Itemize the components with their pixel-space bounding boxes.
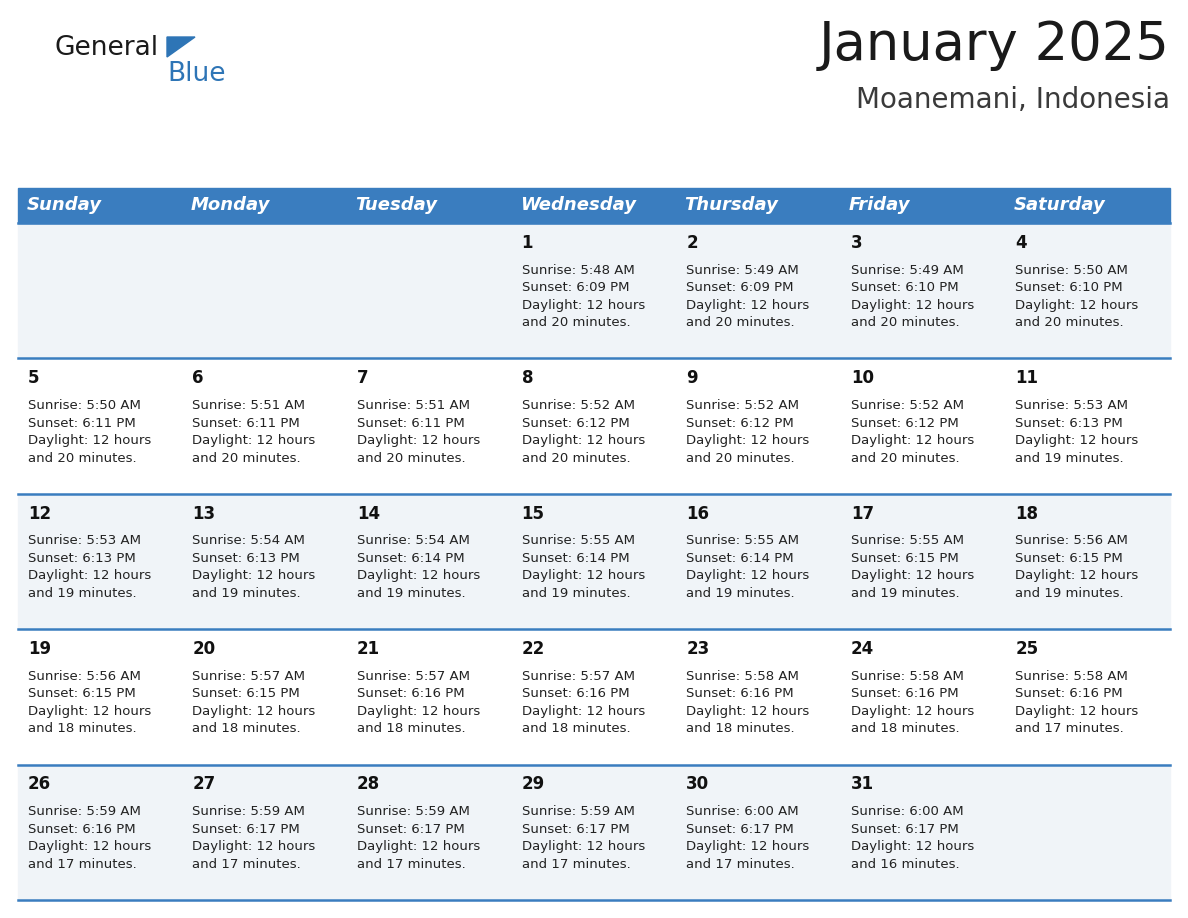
Text: 26: 26	[27, 776, 51, 793]
Text: 21: 21	[358, 640, 380, 658]
Text: Sunrise: 5:51 AM
Sunset: 6:11 PM
Daylight: 12 hours
and 20 minutes.: Sunrise: 5:51 AM Sunset: 6:11 PM Dayligh…	[192, 399, 316, 465]
Text: 25: 25	[1016, 640, 1038, 658]
Text: Sunrise: 5:59 AM
Sunset: 6:16 PM
Daylight: 12 hours
and 17 minutes.: Sunrise: 5:59 AM Sunset: 6:16 PM Dayligh…	[27, 805, 151, 870]
Text: 6: 6	[192, 369, 204, 387]
Text: 4: 4	[1016, 234, 1026, 252]
Bar	[18, 494, 1170, 629]
Text: 29: 29	[522, 776, 545, 793]
Text: Sunrise: 5:55 AM
Sunset: 6:14 PM
Daylight: 12 hours
and 19 minutes.: Sunrise: 5:55 AM Sunset: 6:14 PM Dayligh…	[687, 534, 809, 600]
Text: Sunrise: 5:50 AM
Sunset: 6:10 PM
Daylight: 12 hours
and 20 minutes.: Sunrise: 5:50 AM Sunset: 6:10 PM Dayligh…	[1016, 263, 1138, 330]
Text: Blue: Blue	[168, 61, 226, 87]
Bar	[18, 765, 1170, 900]
Text: 7: 7	[358, 369, 368, 387]
Text: Sunrise: 5:55 AM
Sunset: 6:14 PM
Daylight: 12 hours
and 19 minutes.: Sunrise: 5:55 AM Sunset: 6:14 PM Dayligh…	[522, 534, 645, 600]
Bar	[18, 223, 1170, 358]
Text: 5: 5	[27, 369, 39, 387]
Text: Sunrise: 5:56 AM
Sunset: 6:15 PM
Daylight: 12 hours
and 18 minutes.: Sunrise: 5:56 AM Sunset: 6:15 PM Dayligh…	[27, 670, 151, 735]
Text: Sunrise: 5:51 AM
Sunset: 6:11 PM
Daylight: 12 hours
and 20 minutes.: Sunrise: 5:51 AM Sunset: 6:11 PM Dayligh…	[358, 399, 480, 465]
Text: Sunrise: 5:56 AM
Sunset: 6:15 PM
Daylight: 12 hours
and 19 minutes.: Sunrise: 5:56 AM Sunset: 6:15 PM Dayligh…	[1016, 534, 1138, 600]
Text: Sunrise: 5:59 AM
Sunset: 6:17 PM
Daylight: 12 hours
and 17 minutes.: Sunrise: 5:59 AM Sunset: 6:17 PM Dayligh…	[358, 805, 480, 870]
Text: 20: 20	[192, 640, 215, 658]
Text: Sunrise: 5:50 AM
Sunset: 6:11 PM
Daylight: 12 hours
and 20 minutes.: Sunrise: 5:50 AM Sunset: 6:11 PM Dayligh…	[27, 399, 151, 465]
Text: Thursday: Thursday	[684, 196, 778, 215]
Text: Monday: Monday	[191, 196, 270, 215]
Text: 17: 17	[851, 505, 874, 522]
Text: Sunrise: 6:00 AM
Sunset: 6:17 PM
Daylight: 12 hours
and 17 minutes.: Sunrise: 6:00 AM Sunset: 6:17 PM Dayligh…	[687, 805, 809, 870]
Text: 18: 18	[1016, 505, 1038, 522]
Text: Sunrise: 5:58 AM
Sunset: 6:16 PM
Daylight: 12 hours
and 18 minutes.: Sunrise: 5:58 AM Sunset: 6:16 PM Dayligh…	[687, 670, 809, 735]
Text: Sunrise: 6:00 AM
Sunset: 6:17 PM
Daylight: 12 hours
and 16 minutes.: Sunrise: 6:00 AM Sunset: 6:17 PM Dayligh…	[851, 805, 974, 870]
Bar	[18, 629, 1170, 765]
Text: 31: 31	[851, 776, 874, 793]
Text: General: General	[55, 35, 159, 61]
Text: 16: 16	[687, 505, 709, 522]
Text: 19: 19	[27, 640, 51, 658]
Text: Sunrise: 5:52 AM
Sunset: 6:12 PM
Daylight: 12 hours
and 20 minutes.: Sunrise: 5:52 AM Sunset: 6:12 PM Dayligh…	[851, 399, 974, 465]
Polygon shape	[168, 37, 195, 57]
Text: Sunrise: 5:57 AM
Sunset: 6:16 PM
Daylight: 12 hours
and 18 minutes.: Sunrise: 5:57 AM Sunset: 6:16 PM Dayligh…	[522, 670, 645, 735]
Bar	[18, 358, 1170, 494]
Text: 27: 27	[192, 776, 216, 793]
Text: Sunrise: 5:48 AM
Sunset: 6:09 PM
Daylight: 12 hours
and 20 minutes.: Sunrise: 5:48 AM Sunset: 6:09 PM Dayligh…	[522, 263, 645, 330]
Text: 24: 24	[851, 640, 874, 658]
Text: 12: 12	[27, 505, 51, 522]
Text: 15: 15	[522, 505, 544, 522]
Text: 11: 11	[1016, 369, 1038, 387]
Text: 2: 2	[687, 234, 697, 252]
Text: Sunrise: 5:54 AM
Sunset: 6:13 PM
Daylight: 12 hours
and 19 minutes.: Sunrise: 5:54 AM Sunset: 6:13 PM Dayligh…	[192, 534, 316, 600]
Text: Sunrise: 5:53 AM
Sunset: 6:13 PM
Daylight: 12 hours
and 19 minutes.: Sunrise: 5:53 AM Sunset: 6:13 PM Dayligh…	[27, 534, 151, 600]
Text: Sunrise: 5:52 AM
Sunset: 6:12 PM
Daylight: 12 hours
and 20 minutes.: Sunrise: 5:52 AM Sunset: 6:12 PM Dayligh…	[522, 399, 645, 465]
Text: Sunrise: 5:59 AM
Sunset: 6:17 PM
Daylight: 12 hours
and 17 minutes.: Sunrise: 5:59 AM Sunset: 6:17 PM Dayligh…	[522, 805, 645, 870]
Text: Sunrise: 5:57 AM
Sunset: 6:15 PM
Daylight: 12 hours
and 18 minutes.: Sunrise: 5:57 AM Sunset: 6:15 PM Dayligh…	[192, 670, 316, 735]
Text: Moanemani, Indonesia: Moanemani, Indonesia	[857, 86, 1170, 114]
Text: Sunrise: 5:54 AM
Sunset: 6:14 PM
Daylight: 12 hours
and 19 minutes.: Sunrise: 5:54 AM Sunset: 6:14 PM Dayligh…	[358, 534, 480, 600]
Text: 13: 13	[192, 505, 215, 522]
Text: Sunrise: 5:52 AM
Sunset: 6:12 PM
Daylight: 12 hours
and 20 minutes.: Sunrise: 5:52 AM Sunset: 6:12 PM Dayligh…	[687, 399, 809, 465]
Text: Saturday: Saturday	[1013, 196, 1105, 215]
Bar	[18, 188, 1170, 223]
Text: Sunrise: 5:57 AM
Sunset: 6:16 PM
Daylight: 12 hours
and 18 minutes.: Sunrise: 5:57 AM Sunset: 6:16 PM Dayligh…	[358, 670, 480, 735]
Text: Sunrise: 5:58 AM
Sunset: 6:16 PM
Daylight: 12 hours
and 18 minutes.: Sunrise: 5:58 AM Sunset: 6:16 PM Dayligh…	[851, 670, 974, 735]
Text: 14: 14	[358, 505, 380, 522]
Text: Sunrise: 5:58 AM
Sunset: 6:16 PM
Daylight: 12 hours
and 17 minutes.: Sunrise: 5:58 AM Sunset: 6:16 PM Dayligh…	[1016, 670, 1138, 735]
Text: Sunday: Sunday	[26, 196, 101, 215]
Text: 30: 30	[687, 776, 709, 793]
Text: Wednesday: Wednesday	[520, 196, 636, 215]
Text: 22: 22	[522, 640, 545, 658]
Text: January 2025: January 2025	[819, 19, 1170, 71]
Text: Sunrise: 5:55 AM
Sunset: 6:15 PM
Daylight: 12 hours
and 19 minutes.: Sunrise: 5:55 AM Sunset: 6:15 PM Dayligh…	[851, 534, 974, 600]
Text: 3: 3	[851, 234, 862, 252]
Text: 23: 23	[687, 640, 709, 658]
Text: 1: 1	[522, 234, 533, 252]
Text: 10: 10	[851, 369, 873, 387]
Text: Friday: Friday	[849, 196, 910, 215]
Text: Tuesday: Tuesday	[355, 196, 437, 215]
Text: Sunrise: 5:59 AM
Sunset: 6:17 PM
Daylight: 12 hours
and 17 minutes.: Sunrise: 5:59 AM Sunset: 6:17 PM Dayligh…	[192, 805, 316, 870]
Text: Sunrise: 5:49 AM
Sunset: 6:09 PM
Daylight: 12 hours
and 20 minutes.: Sunrise: 5:49 AM Sunset: 6:09 PM Dayligh…	[687, 263, 809, 330]
Text: Sunrise: 5:49 AM
Sunset: 6:10 PM
Daylight: 12 hours
and 20 minutes.: Sunrise: 5:49 AM Sunset: 6:10 PM Dayligh…	[851, 263, 974, 330]
Text: 9: 9	[687, 369, 697, 387]
Text: 28: 28	[358, 776, 380, 793]
Text: 8: 8	[522, 369, 533, 387]
Text: Sunrise: 5:53 AM
Sunset: 6:13 PM
Daylight: 12 hours
and 19 minutes.: Sunrise: 5:53 AM Sunset: 6:13 PM Dayligh…	[1016, 399, 1138, 465]
